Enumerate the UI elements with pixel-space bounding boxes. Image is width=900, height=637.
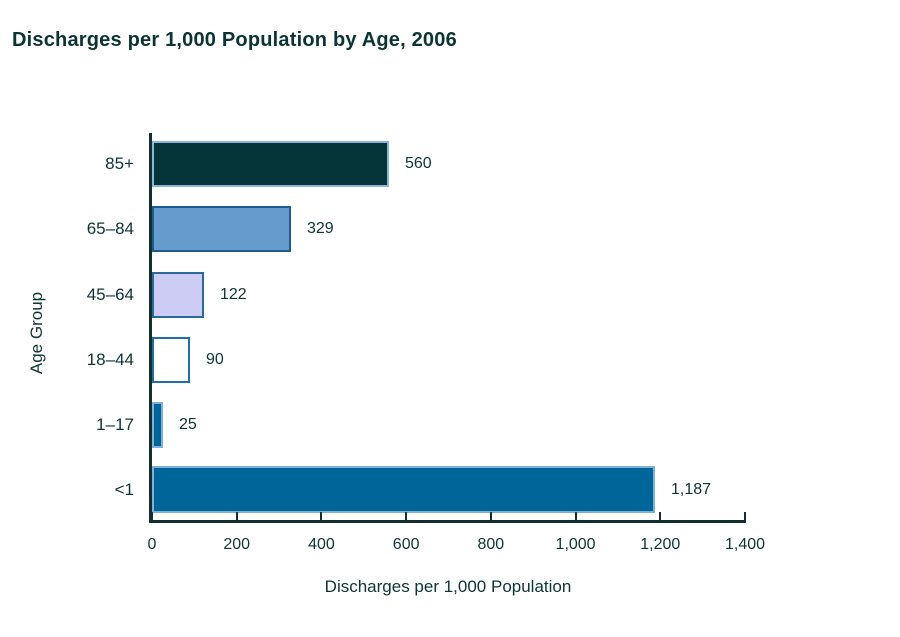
x-tick-label: 1,000 xyxy=(555,536,596,553)
x-tick-mark xyxy=(489,512,492,520)
bar xyxy=(152,141,389,187)
x-tick-label: 400 xyxy=(308,536,335,553)
category-label: 65–84 xyxy=(86,219,134,238)
y-axis-line xyxy=(149,133,152,523)
x-tick-mark xyxy=(574,512,577,520)
category-label: 85+ xyxy=(105,154,134,173)
x-tick-label: 800 xyxy=(477,536,505,553)
category-label: 1–17 xyxy=(96,415,134,434)
x-tick-label: 1,400 xyxy=(724,536,766,553)
bar xyxy=(152,272,204,318)
x-tick-mark xyxy=(659,512,662,520)
category-label: 18–44 xyxy=(86,350,134,369)
value-label: 329 xyxy=(307,220,334,237)
chart-title: Discharges per 1,000 Population by Age, … xyxy=(12,29,457,51)
bar xyxy=(152,402,163,448)
x-tick-mark xyxy=(744,512,746,520)
category-label: <1 xyxy=(114,479,134,499)
x-tick-mark xyxy=(151,512,153,520)
value-label: 122 xyxy=(220,286,247,303)
bar xyxy=(152,206,291,252)
x-tick-mark xyxy=(235,512,238,520)
x-axis-line xyxy=(149,520,746,523)
x-tick-mark xyxy=(405,512,408,520)
bar xyxy=(152,466,655,513)
value-label: 560 xyxy=(405,155,432,172)
x-tick-mark xyxy=(320,512,323,520)
value-label: 25 xyxy=(179,416,197,433)
x-tick-label: 200 xyxy=(223,536,251,553)
value-label: 90 xyxy=(206,351,224,368)
bar xyxy=(152,337,190,383)
x-tick-label: 1,200 xyxy=(640,536,681,553)
x-tick-label: 600 xyxy=(392,536,420,553)
x-tick-label: 0 xyxy=(147,536,157,553)
category-label: 45–64 xyxy=(86,285,134,304)
value-label: 1,187 xyxy=(671,480,712,498)
x-axis-title: Discharges per 1,000 Population xyxy=(324,577,572,596)
